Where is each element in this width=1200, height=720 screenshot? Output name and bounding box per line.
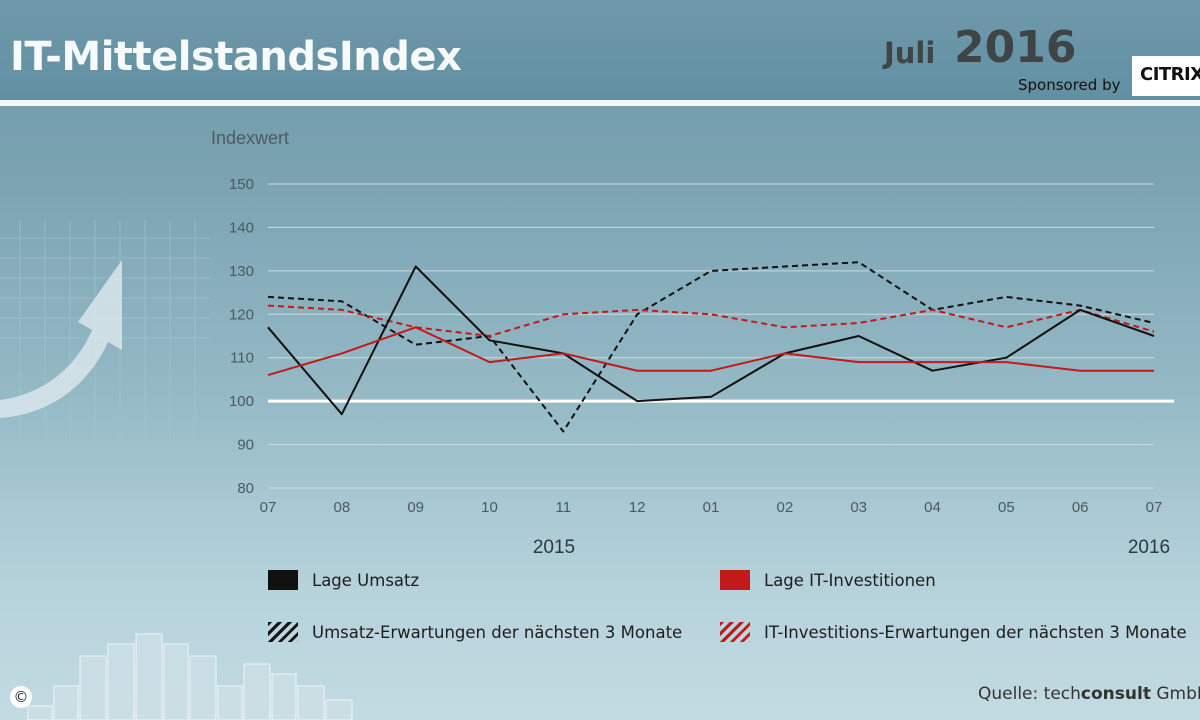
header-band <box>0 0 1200 100</box>
source-credit: Quelle: techconsult GmbH <box>978 684 1200 704</box>
sponsor-logo <box>1132 56 1200 96</box>
x-tick-label: 11 <box>556 499 572 516</box>
x-tick-label: 07 <box>1146 499 1163 516</box>
page-title: IT-MittelstandsIndex <box>10 34 462 80</box>
source-suffix: GmbH <box>1156 684 1200 704</box>
x-tick-label: 12 <box>629 499 646 516</box>
y-tick-label: 150 <box>229 176 254 193</box>
x-tick-label: 09 <box>407 499 424 516</box>
year-label-2015: 2015 <box>533 537 575 558</box>
y-tick-label: 120 <box>229 306 254 323</box>
y-axis-ticks: 80 90 100 110 120 130 140 150 <box>229 176 254 497</box>
x-tick-label: 06 <box>1072 499 1089 516</box>
report-year: 2016 <box>954 22 1077 73</box>
legend-label: Umsatz-Erwartungen der nächsten 3 Monate <box>312 622 683 642</box>
legend-swatch-hatched-black <box>268 622 298 642</box>
x-tick-label: 08 <box>333 499 350 516</box>
year-label-2016: 2016 <box>1128 537 1170 558</box>
legend-lage-it: Lage IT-Investitionen <box>720 570 936 590</box>
legend-label: Lage IT-Investitionen <box>764 570 936 590</box>
y-tick-label: 100 <box>229 393 254 410</box>
sponsor-logo-text: CITRIX <box>1140 64 1200 85</box>
series-line-umsatz-erwartungen-der-n-chsten-3-monate <box>267 261 1155 433</box>
x-tick-label: 10 <box>481 499 498 516</box>
x-tick-label: 07 <box>260 499 277 516</box>
decorative-bars <box>27 633 353 720</box>
x-axis-ticks: 07 08 09 10 11 12 01 02 03 04 05 06 07 <box>260 499 1163 516</box>
report-month: Juli <box>884 36 936 70</box>
y-tick-label: 140 <box>229 219 254 236</box>
chart-grid <box>268 183 1174 489</box>
legend-swatch-hatched-red <box>720 622 750 642</box>
y-tick-label: 80 <box>237 480 254 497</box>
legend-label: IT-Investitions-Erwartungen der nächsten… <box>764 622 1187 642</box>
y-tick-label: 110 <box>230 350 254 367</box>
chart-series <box>267 261 1155 433</box>
copyright-icon: © <box>10 686 32 708</box>
legend-umsatz-erwartungen: Umsatz-Erwartungen der nächsten 3 Monate <box>268 622 682 642</box>
legend-swatch-solid-red <box>720 570 750 590</box>
x-tick-label: 02 <box>776 499 793 516</box>
sponsored-label: Sponsored by <box>1018 76 1121 94</box>
x-tick-label: 04 <box>924 499 941 516</box>
y-tick-label: 130 <box>229 263 254 280</box>
y-tick-label: 90 <box>237 437 254 454</box>
legend-swatch-solid-black <box>268 570 298 590</box>
decorative-arrow-icon <box>0 260 122 418</box>
source-bold: consult <box>1080 684 1151 704</box>
y-axis-label: Indexwert <box>211 128 289 148</box>
series-line-lage-it-investitionen <box>267 326 1154 377</box>
header-divider <box>0 100 1200 106</box>
series-line-it-investitions-erwartungen-der-n-chsten-3-monate <box>267 304 1155 337</box>
source-prefix: Quelle: tech <box>978 684 1081 704</box>
series-line-lage-umsatz <box>267 265 1155 416</box>
x-tick-label: 05 <box>998 499 1015 516</box>
x-tick-label: 03 <box>850 499 867 516</box>
legend-label: Lage Umsatz <box>312 570 420 590</box>
legend-it-erwartungen: IT-Investitions-Erwartungen der nächsten… <box>720 622 1187 642</box>
legend-lage-umsatz: Lage Umsatz <box>268 570 419 590</box>
x-tick-label: 01 <box>703 499 720 516</box>
